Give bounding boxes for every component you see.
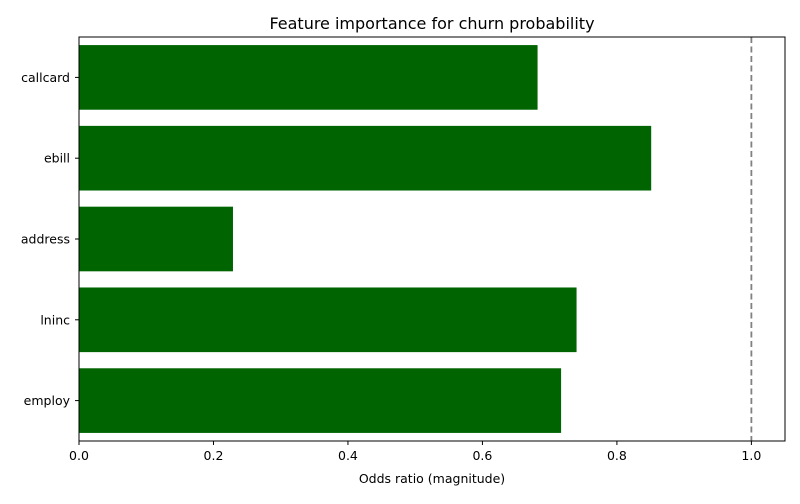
x-tick-label: 0.8: [607, 448, 627, 463]
bar-callcard: [79, 45, 538, 110]
y-tick-label-ebill: ebill: [44, 151, 70, 166]
x-tick-label: 1.0: [741, 448, 761, 463]
y-tick-label-callcard: callcard: [21, 70, 70, 85]
bar-employ: [79, 368, 562, 433]
bar-lninc: [79, 287, 577, 353]
y-tick-label-lninc: lninc: [40, 312, 70, 327]
x-tick-label: 0.6: [472, 448, 492, 463]
chart-title: Feature importance for churn probability: [269, 14, 594, 33]
x-tick-label: 0.0: [69, 448, 89, 463]
y-tick-label-address: address: [21, 232, 70, 247]
bar-address: [79, 206, 233, 272]
x-tick-label: 0.2: [204, 448, 224, 463]
plot-area: callcard ebill address lninc employ 0.0 0.2 0.4…: [21, 36, 786, 463]
bar-ebill: [79, 125, 652, 191]
x-tick-label: 0.4: [338, 448, 358, 463]
y-tick-label-employ: employ: [24, 393, 71, 408]
x-axis-label: Odds ratio (magnitude): [359, 471, 505, 486]
plot-frame: [78, 36, 786, 442]
